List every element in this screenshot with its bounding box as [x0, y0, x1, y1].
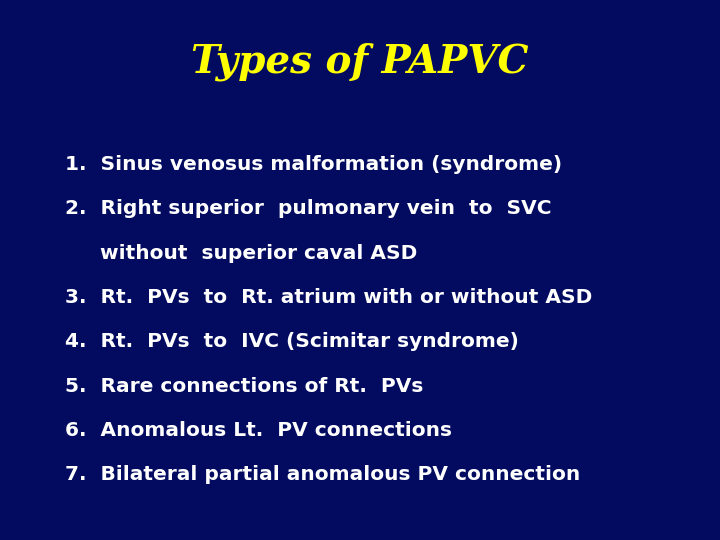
- Text: 7.  Bilateral partial anomalous PV connection: 7. Bilateral partial anomalous PV connec…: [65, 465, 580, 484]
- Text: 2.  Right superior  pulmonary vein  to  SVC: 2. Right superior pulmonary vein to SVC: [65, 199, 552, 219]
- Text: 1.  Sinus venosus malformation (syndrome): 1. Sinus venosus malformation (syndrome): [65, 155, 562, 174]
- Text: 5.  Rare connections of Rt.  PVs: 5. Rare connections of Rt. PVs: [65, 376, 423, 396]
- Text: Types of PAPVC: Types of PAPVC: [192, 43, 528, 82]
- Text: 4.  Rt.  PVs  to  IVC (Scimitar syndrome): 4. Rt. PVs to IVC (Scimitar syndrome): [65, 332, 518, 352]
- Text: without  superior caval ASD: without superior caval ASD: [65, 244, 417, 263]
- Text: 6.  Anomalous Lt.  PV connections: 6. Anomalous Lt. PV connections: [65, 421, 452, 440]
- Text: 3.  Rt.  PVs  to  Rt. atrium with or without ASD: 3. Rt. PVs to Rt. atrium with or without…: [65, 288, 592, 307]
